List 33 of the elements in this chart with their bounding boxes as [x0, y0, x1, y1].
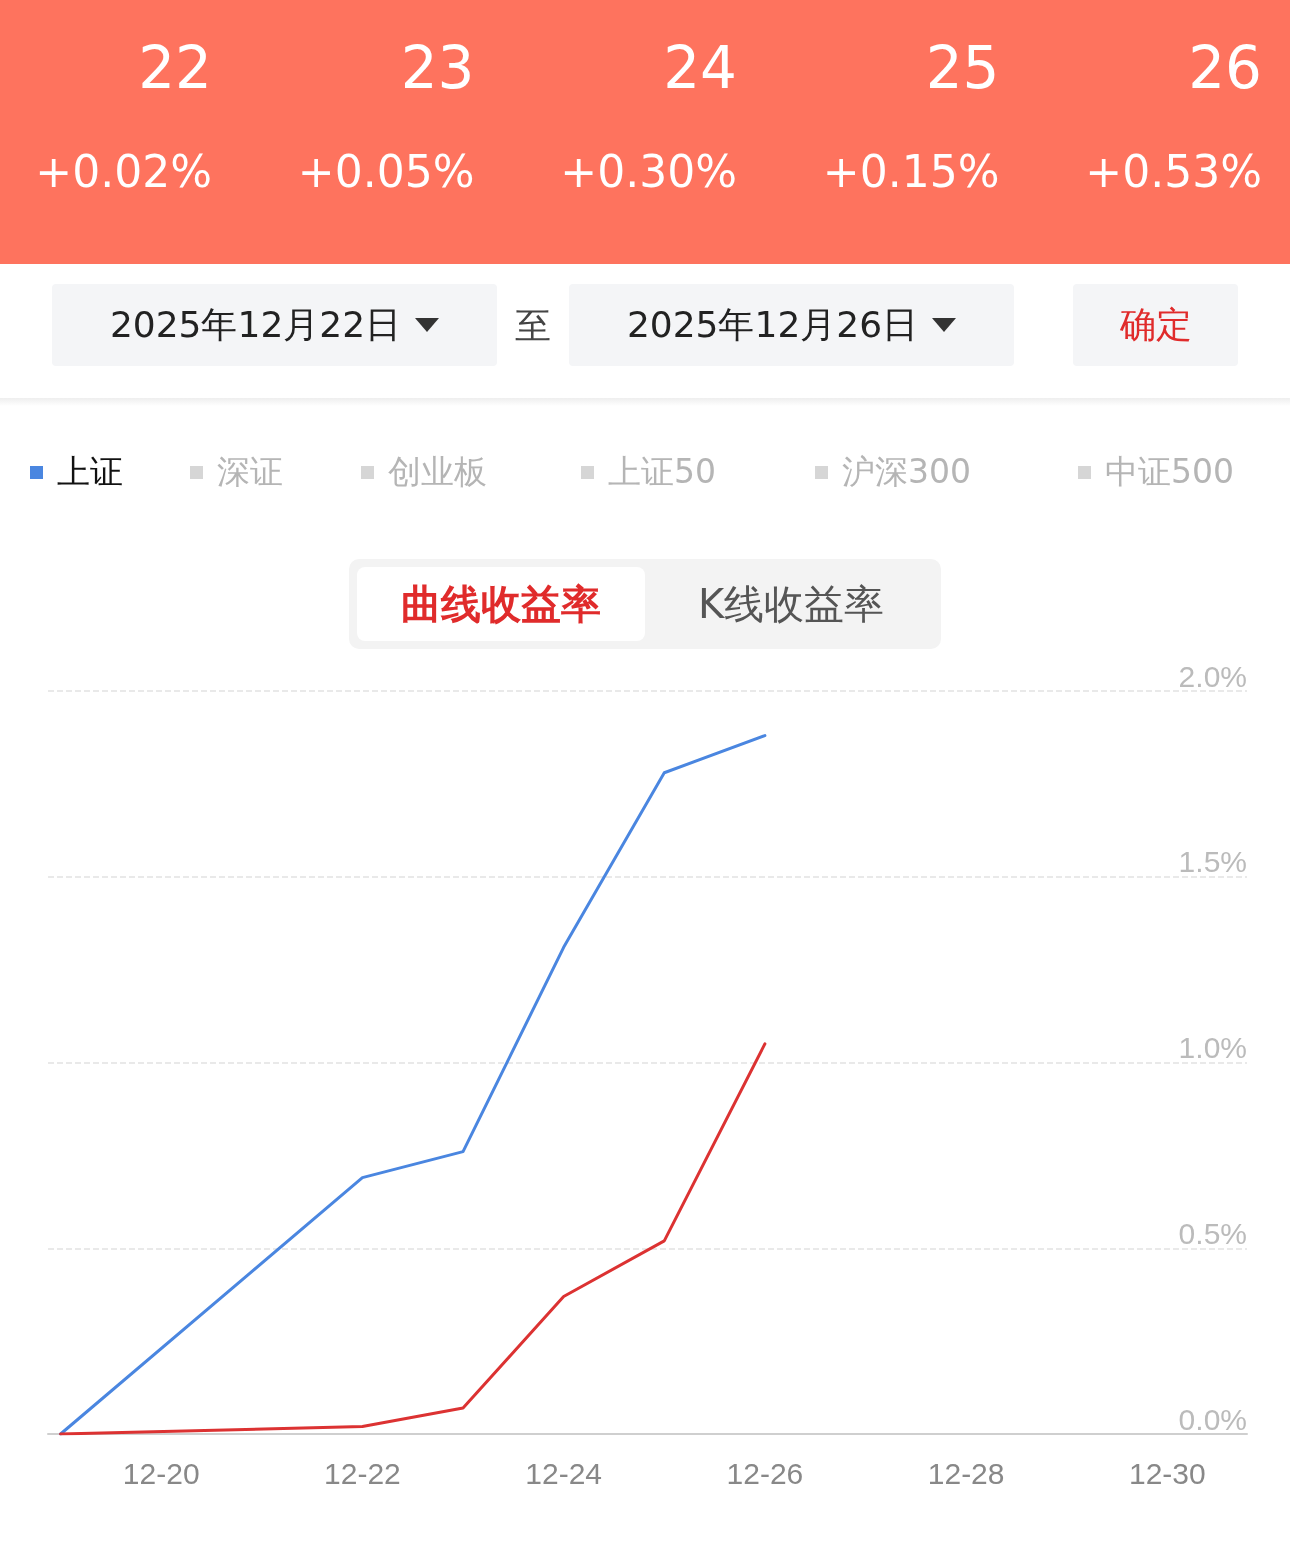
x-tick-label: 12-22: [324, 1456, 401, 1490]
x-tick-label: 12-20: [122, 1456, 200, 1490]
text: 创业板: [388, 451, 487, 493]
y-tick-label: 0.0%: [1178, 1402, 1247, 1436]
y-tick-label: 2.0%: [1178, 659, 1247, 693]
text: 26: [1188, 34, 1262, 102]
text: 沪深300: [842, 451, 971, 493]
y-tick-label: 1.5%: [1178, 845, 1247, 879]
text: +0.30%: [560, 146, 737, 197]
text: 曲线收益率: [357, 567, 645, 641]
text: 24: [663, 34, 737, 102]
x-tick-label: 12-24: [525, 1456, 603, 1490]
y-tick-label: 1.0%: [1178, 1031, 1247, 1064]
text: +0.53%: [1085, 146, 1262, 197]
text: +0.02%: [35, 146, 212, 197]
x-tick-label: 12-30: [1128, 1456, 1206, 1490]
text: 上证50: [608, 451, 716, 493]
text: K线收益率: [696, 579, 886, 629]
text: +0.05%: [297, 146, 475, 197]
text: +0.15%: [822, 146, 1000, 197]
text: 中证500: [1105, 451, 1234, 493]
text: 22: [138, 34, 212, 102]
legend-label: 上证: [57, 451, 123, 493]
text: 23: [400, 34, 475, 102]
text: 2025年12月22日: [109, 302, 402, 347]
text: 至: [515, 304, 551, 348]
text: 确定: [1073, 284, 1238, 366]
x-tick-label: 12-28: [927, 1456, 1005, 1490]
text: 25: [925, 34, 1000, 102]
text: 2025年12月26日: [626, 302, 919, 347]
y-tick-label: 0.5%: [1178, 1216, 1247, 1250]
x-tick-label: 12-26: [726, 1456, 804, 1490]
text: 深证: [217, 451, 283, 493]
